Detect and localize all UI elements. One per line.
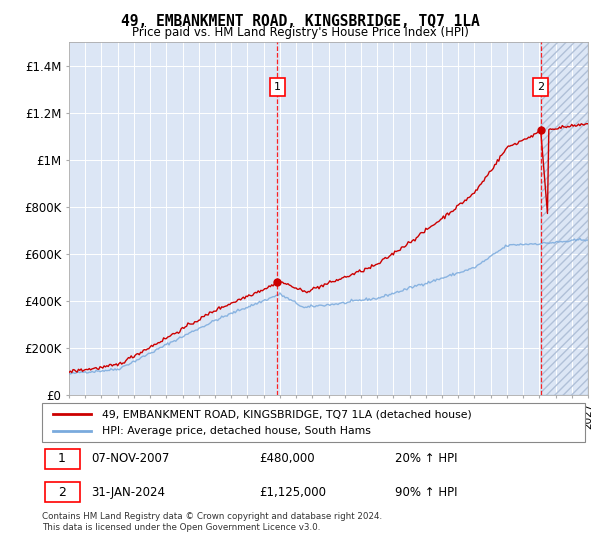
Text: 07-NOV-2007: 07-NOV-2007 xyxy=(91,452,169,465)
Text: 2: 2 xyxy=(58,486,66,498)
FancyBboxPatch shape xyxy=(45,482,80,502)
Bar xyxy=(541,42,588,395)
Text: 20% ↑ HPI: 20% ↑ HPI xyxy=(395,452,457,465)
Text: £480,000: £480,000 xyxy=(259,452,315,465)
Text: 31-JAN-2024: 31-JAN-2024 xyxy=(91,486,165,498)
FancyBboxPatch shape xyxy=(45,449,80,469)
Text: 1: 1 xyxy=(274,82,281,92)
Text: 49, EMBANKMENT ROAD, KINGSBRIDGE, TQ7 1LA (detached house): 49, EMBANKMENT ROAD, KINGSBRIDGE, TQ7 1L… xyxy=(102,409,472,419)
Bar xyxy=(541,42,588,395)
Text: HPI: Average price, detached house, South Hams: HPI: Average price, detached house, Sout… xyxy=(102,426,371,436)
Text: 90% ↑ HPI: 90% ↑ HPI xyxy=(395,486,457,498)
Text: 49, EMBANKMENT ROAD, KINGSBRIDGE, TQ7 1LA: 49, EMBANKMENT ROAD, KINGSBRIDGE, TQ7 1L… xyxy=(121,14,479,29)
Text: 1: 1 xyxy=(58,452,66,465)
Text: Price paid vs. HM Land Registry's House Price Index (HPI): Price paid vs. HM Land Registry's House … xyxy=(131,26,469,39)
Text: Contains HM Land Registry data © Crown copyright and database right 2024.
This d: Contains HM Land Registry data © Crown c… xyxy=(42,512,382,532)
Text: £1,125,000: £1,125,000 xyxy=(259,486,326,498)
Text: 2: 2 xyxy=(537,82,544,92)
